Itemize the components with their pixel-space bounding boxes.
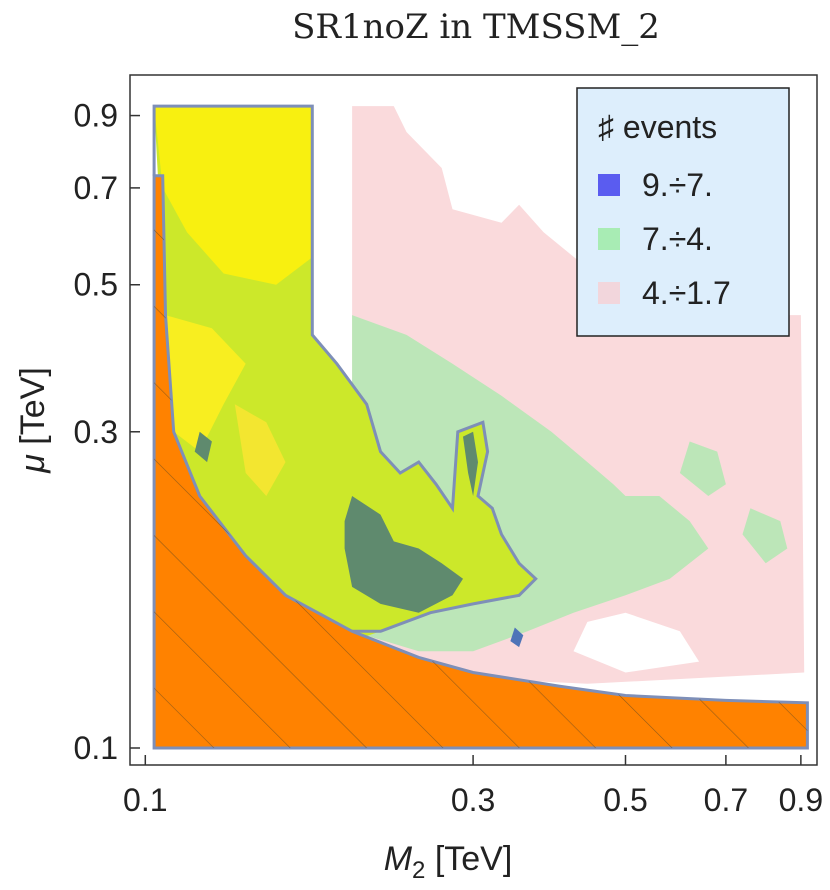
y-tick-label: 0.5 (74, 267, 118, 303)
region-white-patch (573, 612, 700, 673)
chart-title: SR1noZ in TMSSM_2 (292, 7, 660, 47)
x-tick-label: 0.1 (123, 782, 167, 818)
region-dark-core (344, 496, 463, 613)
legend-label: 7.÷4. (642, 221, 713, 257)
region-dark-spike (463, 431, 478, 496)
y-axis-label: μ [TeV] (14, 367, 52, 474)
x-tick-label: 0.7 (704, 782, 748, 818)
y-tick-label: 0.1 (74, 730, 118, 766)
legend-label: 4.÷1.7 (642, 275, 731, 311)
x-tick-label: 0.9 (779, 782, 823, 818)
x-axis: 0.1 0.3 0.5 0.7 0.9 (123, 755, 823, 818)
x-tick-label: 0.5 (603, 782, 647, 818)
region-yellow-top (154, 106, 313, 285)
contour-regions (152, 104, 809, 750)
region-yellow-left (165, 315, 246, 452)
legend: ♯ events 9.÷7. 7.÷4. 4.÷1.7 (576, 87, 790, 337)
y-tick-label: 0.9 (74, 98, 118, 134)
x-axis-label: M2 [TeV] (384, 840, 513, 884)
region-yellow-mid (234, 404, 286, 496)
x-tick-label: 0.3 (451, 782, 495, 818)
legend-swatch (598, 282, 620, 304)
region-excluded-hatch (154, 175, 808, 749)
legend-swatch (598, 174, 620, 196)
y-tick-label: 0.7 (74, 170, 118, 206)
legend-swatch (598, 228, 620, 250)
y-tick-label: 0.3 (74, 414, 118, 450)
region-outline (152, 104, 538, 633)
y-axis: 0.1 0.3 0.5 0.7 0.9 (74, 98, 140, 766)
region-green-patch-1 (679, 441, 726, 496)
region-dark-small (194, 431, 212, 463)
legend-label: 9.÷7. (642, 167, 713, 203)
legend-title: ♯ events (598, 109, 717, 145)
region-blue-dot (510, 627, 524, 648)
region-green-patch-2 (742, 508, 788, 564)
